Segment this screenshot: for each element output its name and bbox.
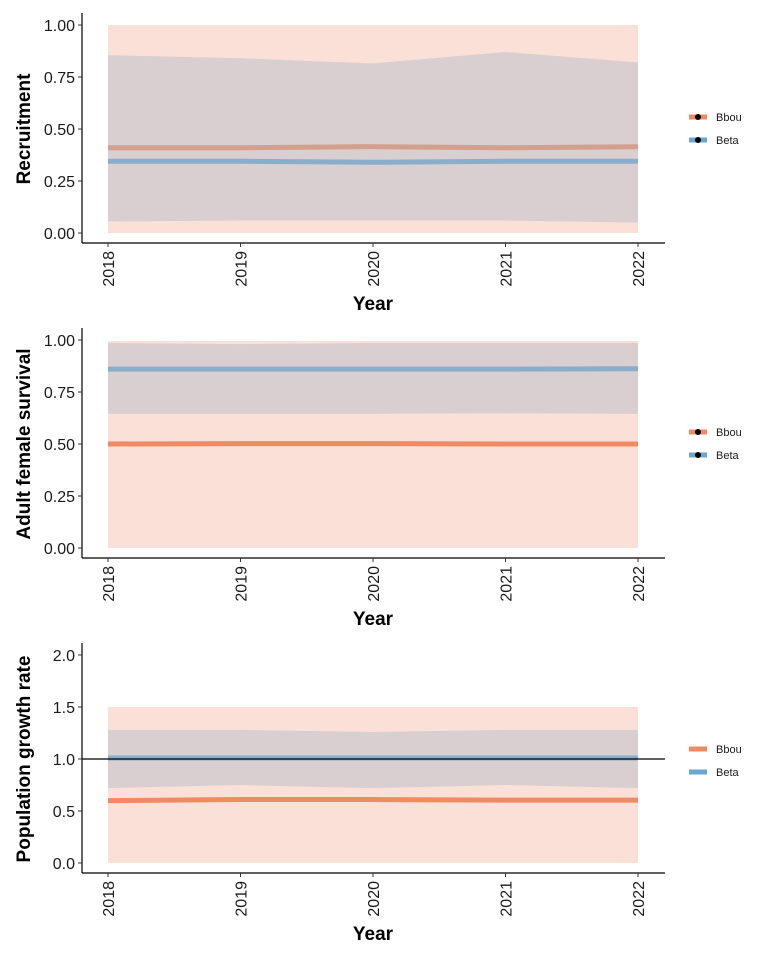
legend: Bbou Beta [689, 112, 742, 147]
y-tick-label: 2.0 [53, 648, 75, 665]
beta-line [108, 158, 638, 165]
y-tick-label: 1.5 [53, 700, 75, 717]
bbou-ribbon [108, 25, 638, 233]
bbou-ribbon [108, 707, 638, 863]
legend-key-point [695, 114, 701, 120]
legend-key-point [695, 452, 701, 458]
x-tick-label: 2018 [101, 251, 118, 287]
x-tick-label: 2022 [631, 251, 648, 287]
y-tick-label: 0.50 [44, 122, 75, 139]
legend-label: Bbou [716, 427, 742, 439]
y-tick-label: 0.00 [44, 541, 75, 558]
y-tick-label: 1.00 [44, 333, 75, 350]
x-axis-title: Year [353, 609, 394, 630]
legend: Bbou Beta [689, 427, 742, 462]
legend-item-bbou: Bbou [689, 744, 742, 756]
bbou-line [108, 144, 639, 151]
y-tick-label: 0.25 [44, 174, 75, 191]
x-tick-label: 2022 [631, 881, 648, 917]
y-axis-title: Recruitment [14, 73, 35, 185]
legend-label: Beta [716, 135, 740, 147]
legend-key-point [695, 137, 701, 143]
x-tick-label: 2020 [366, 566, 383, 602]
x-tick-label: 2019 [234, 251, 251, 287]
legend-label: Beta [716, 767, 740, 779]
panel-3: 0.0 0.5 1.0 1.5 2.0 2018 2019 2020 2021 2022 Year P… [14, 643, 742, 945]
y-axis-title: Population growth rate [14, 656, 35, 863]
y-tick-label: 0.5 [53, 804, 75, 821]
x-tick-label: 2018 [101, 566, 118, 602]
x-axis-title: Year [353, 294, 394, 315]
x-tick-label: 2021 [499, 566, 516, 602]
x-tick-label: 2019 [234, 566, 251, 602]
beta-ribbon [108, 343, 638, 414]
x-tick-label: 2019 [234, 881, 251, 917]
x-tick-label: 2021 [499, 251, 516, 287]
legend-label: Bbou [716, 112, 742, 124]
panel-2: 0.00 0.25 0.50 0.75 1.00 2018 2019 2020 2021 2022… [14, 328, 742, 630]
legend-label: Bbou [716, 744, 742, 756]
beta-ribbon [108, 52, 638, 223]
y-tick-label: 0.50 [44, 437, 75, 454]
legend-item-bbou: Bbou [689, 112, 742, 124]
legend-key-point [695, 429, 701, 435]
x-axis-title: Year [353, 924, 394, 945]
x-tick-label: 2021 [499, 881, 516, 917]
x-tick-label: 2022 [631, 566, 648, 602]
y-tick-label: 1.0 [53, 752, 75, 769]
y-axis-title: Adult female survival [14, 348, 35, 539]
legend-item-bbou: Bbou [689, 427, 742, 439]
y-tick-label: 1.00 [44, 18, 75, 35]
y-tick-label: 0.00 [44, 226, 75, 243]
legend-item-beta: Beta [689, 450, 740, 462]
x-tick-label: 2018 [101, 881, 118, 917]
x-tick-label: 2020 [366, 881, 383, 917]
y-tick-label: 0.75 [44, 70, 75, 87]
panel-1: 0.00 0.25 0.50 0.75 1.00 2018 2019 2020 2021 2022… [14, 13, 742, 315]
legend-item-beta: Beta [689, 135, 740, 147]
y-tick-label: 0.75 [44, 385, 75, 402]
x-tick-label: 2020 [366, 251, 383, 287]
legend: Bbou Beta [689, 744, 742, 779]
y-tick-label: 0.0 [53, 856, 75, 873]
y-tick-label: 0.25 [44, 489, 75, 506]
legend-item-beta: Beta [689, 767, 740, 779]
legend-label: Beta [716, 450, 740, 462]
bbou-line [107, 797, 638, 804]
